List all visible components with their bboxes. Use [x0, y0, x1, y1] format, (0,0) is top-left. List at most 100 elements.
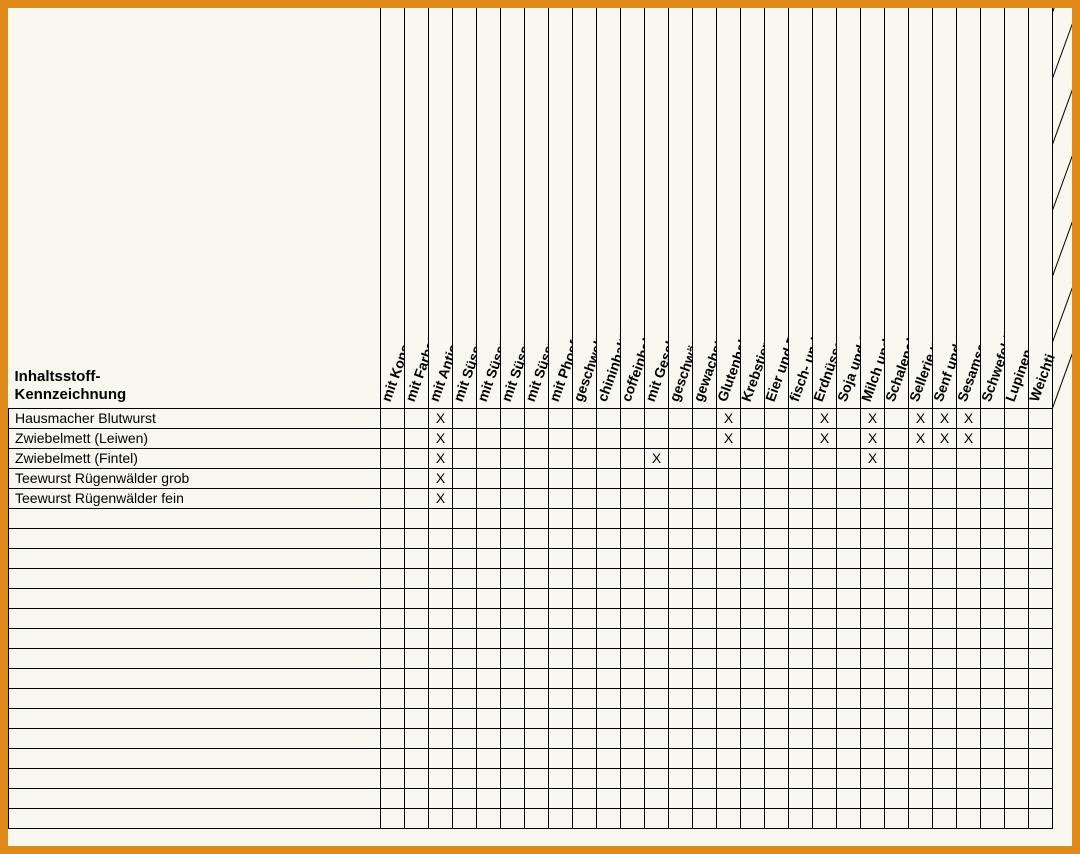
check-cell [861, 568, 885, 588]
check-cell [813, 728, 837, 748]
check-cell [573, 528, 597, 548]
check-cell [669, 468, 693, 488]
check-cell [717, 748, 741, 768]
check-cell [477, 628, 501, 648]
column-header: mit Süssungsmittel Saccharin [453, 8, 477, 408]
check-cell [381, 568, 405, 588]
check-cell [477, 748, 501, 768]
check-cell [813, 628, 837, 648]
check-cell [621, 628, 645, 648]
check-cell [1029, 488, 1053, 508]
check-cell [741, 808, 765, 828]
check-cell [1029, 628, 1053, 648]
check-cell [693, 808, 717, 828]
check-cell [669, 768, 693, 788]
check-cell [717, 708, 741, 728]
check-cell [525, 468, 549, 488]
check-cell [909, 448, 933, 468]
check-cell [693, 588, 717, 608]
check-cell [645, 588, 669, 608]
check-cell [741, 628, 765, 648]
check-cell [981, 548, 1005, 568]
check-cell [909, 508, 933, 528]
check-cell [453, 788, 477, 808]
check-cell [501, 468, 525, 488]
check-cell [789, 568, 813, 588]
check-cell [597, 608, 621, 628]
check-cell [525, 648, 549, 668]
check-cell [549, 408, 573, 428]
check-cell [405, 548, 429, 568]
check-cell [381, 808, 405, 828]
check-cell [405, 408, 429, 428]
row-label [9, 508, 381, 528]
check-cell [957, 548, 981, 568]
check-cell [405, 788, 429, 808]
check-cell [789, 588, 813, 608]
check-cell: X [933, 428, 957, 448]
check-cell [429, 608, 453, 628]
check-cell [957, 648, 981, 668]
check-cell [789, 688, 813, 708]
check-cell [597, 588, 621, 608]
check-cell [645, 568, 669, 588]
check-cell [381, 428, 405, 448]
check-cell [1005, 748, 1029, 768]
check-cell [981, 408, 1005, 428]
check-cell [669, 748, 693, 768]
check-cell [621, 808, 645, 828]
check-cell [453, 568, 477, 588]
check-cell [861, 788, 885, 808]
check-cell [957, 508, 981, 528]
check-cell [765, 428, 789, 448]
check-cell: X [429, 408, 453, 428]
check-cell [885, 688, 909, 708]
check-cell [837, 708, 861, 728]
check-cell [813, 708, 837, 728]
check-cell [885, 468, 909, 488]
check-cell: X [909, 428, 933, 448]
check-cell [669, 528, 693, 548]
check-cell: X [909, 408, 933, 428]
check-cell [813, 588, 837, 608]
check-cell [453, 708, 477, 728]
table-row [9, 648, 1053, 668]
check-cell [1029, 648, 1053, 668]
column-header: mit Süssungsmittel Aspartam, enth. Pheny… [501, 8, 525, 408]
check-cell [621, 788, 645, 808]
check-cell [669, 608, 693, 628]
check-cell [933, 728, 957, 748]
check-cell [1005, 648, 1029, 668]
check-cell [741, 668, 765, 688]
check-cell [717, 548, 741, 568]
check-cell [885, 428, 909, 448]
check-cell [405, 448, 429, 468]
check-cell [597, 568, 621, 588]
check-cell [765, 528, 789, 548]
check-cell [885, 628, 909, 648]
check-cell [549, 528, 573, 548]
check-cell [717, 788, 741, 808]
check-cell [525, 788, 549, 808]
check-cell [405, 688, 429, 708]
check-cell [813, 608, 837, 628]
check-cell [933, 688, 957, 708]
check-cell [1005, 588, 1029, 608]
check-cell [477, 548, 501, 568]
check-cell [909, 528, 933, 548]
check-cell [549, 608, 573, 628]
check-cell [429, 788, 453, 808]
check-cell [621, 668, 645, 688]
check-cell [525, 528, 549, 548]
check-cell [501, 668, 525, 688]
row-label [9, 748, 381, 768]
check-cell [549, 628, 573, 648]
check-cell [597, 808, 621, 828]
check-cell [477, 648, 501, 668]
check-cell [621, 548, 645, 568]
check-cell [813, 448, 837, 468]
table-row [9, 788, 1053, 808]
check-cell [477, 668, 501, 688]
check-cell [1029, 708, 1053, 728]
check-cell [861, 628, 885, 648]
